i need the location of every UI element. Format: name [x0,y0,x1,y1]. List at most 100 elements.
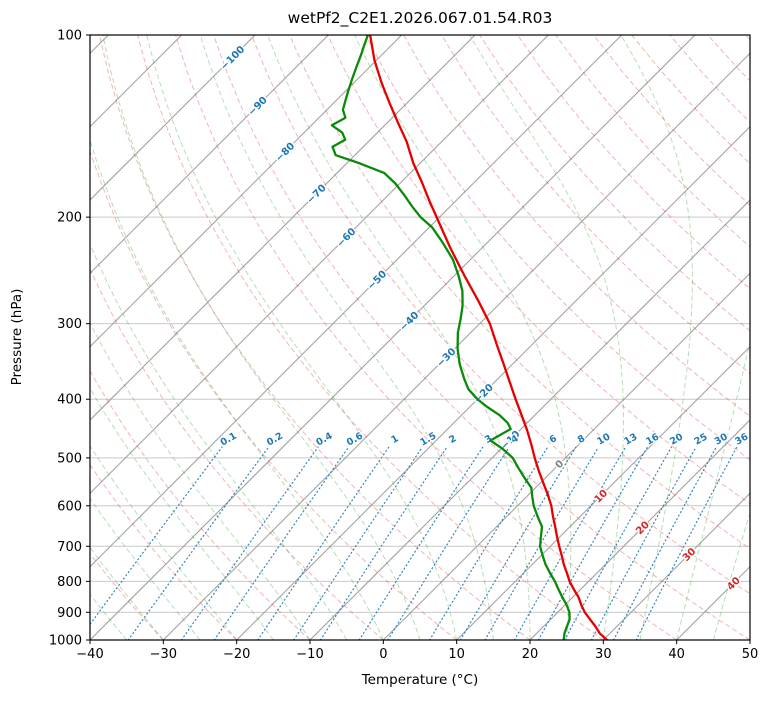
x-tick-label: −40 [76,647,103,662]
x-tick-label: 50 [742,647,759,662]
isotherm-label: 0 [554,458,567,471]
dry-adiabat-line [289,35,750,550]
moist-adiabat-line [90,138,384,640]
x-tick-label: 0 [379,647,387,662]
x-tick-label: 40 [668,647,685,662]
isotherm-line [749,639,750,640]
y-tick-label: 300 [57,317,82,332]
mixing-ratio-label: 25 [693,431,710,447]
mixing-ratio-line [213,446,350,640]
moist-adiabat-line [90,497,201,640]
mixing-ratio-line [564,446,672,640]
moist-adiabat-line [749,638,750,640]
moist-adiabat-line [469,35,624,640]
dewpoint-line [330,35,571,640]
moist-adiabat-line [712,510,750,640]
moist-adiabat-line [90,445,238,640]
isotherm-line [90,35,329,275]
mixing-ratio-line [293,446,423,640]
mixing-ratio-line [459,446,577,640]
mixing-ratio-line [590,446,697,640]
mixing-ratio-line [613,446,717,640]
isotherm-line [382,272,750,640]
dry-adiabat-line [90,369,311,640]
y-tick-label: 100 [57,29,82,44]
isotherm-line [90,35,696,640]
mixing-ratio-label: 2 [447,433,458,446]
moist-adiabat-line [90,387,274,640]
mixing-ratio-line [537,446,648,640]
y-tick-label: 700 [57,540,82,555]
mixing-ratio-line [387,446,510,640]
mixing-ratio-line [513,446,627,640]
mixing-ratio-label: 0.4 [314,430,334,448]
isotherm-label: 20 [634,519,652,537]
mixing-ratio-line [257,446,390,640]
mixing-ratio-label: 6 [548,433,560,446]
isotherm-label: −100 [219,44,247,72]
dry-adiabat-line [90,552,164,640]
moist-adiabat-line [267,35,531,640]
isotherm-line [90,35,623,568]
mixing-ratio-label: 20 [668,431,685,447]
dry-adiabat-line [441,35,750,374]
dry-adiabat-line [90,267,384,640]
dry-adiabat-line [251,35,750,595]
mixing-ratio-label: 0.2 [265,431,285,449]
mixing-ratio-line [358,446,484,640]
mixing-ratio-label: 1 [389,433,400,446]
dry-adiabat-line [90,463,238,640]
x-tick-label: −30 [150,647,177,662]
isotherm-line [309,199,750,640]
mixing-ratio-label: 8 [576,433,588,446]
moist-adiabat-line [199,35,494,640]
isotherm-line [90,35,256,201]
isotherm-label: −20 [472,382,496,406]
y-tick-label: 800 [57,575,82,590]
moist-adiabat-line [354,35,572,640]
mixing-ratio-line [429,446,549,640]
isotherm-line [456,345,750,640]
mixing-ratio-label: 0.6 [345,430,365,448]
mixing-ratio-label: 13 [622,431,639,447]
isotherm-label: 10 [593,488,611,506]
isotherm-line [90,35,476,421]
y-tick-label: 600 [57,499,82,514]
dry-adiabat-line [479,35,750,332]
isotherm-label: −50 [366,269,390,293]
mixing-ratio-line [180,446,319,640]
y-tick-label: 500 [57,451,82,466]
isotherm-label: −80 [274,141,298,165]
dry-adiabat-line [137,35,604,640]
x-axis-label: Temperature (°C) [361,672,479,688]
moist-adiabat-line [90,321,311,640]
mixing-ratio-line [484,446,599,640]
dry-adiabat-line [707,35,750,82]
dry-adiabat-line [517,35,750,290]
x-tick-label: 20 [522,647,539,662]
x-tick-label: −10 [296,647,323,662]
temperature-line [368,35,609,640]
isotherm-line [602,492,750,640]
moist-adiabat-line [90,242,348,640]
y-tick-label: 400 [57,393,82,408]
plot-frame [89,34,751,641]
isotherm-line [90,35,109,55]
y-tick-label: 200 [57,211,82,226]
chart-title: wetPf2_C2E1.2026.067.01.54.R03 [287,9,553,27]
isotherm-line [236,125,750,640]
y-tick-label: 1000 [49,634,82,649]
isotherm-label: −30 [435,346,459,370]
moist-adiabat-line [102,35,421,640]
dry-adiabat-line [175,35,677,640]
moist-adiabat-line [146,35,458,640]
isotherm-label: 40 [725,575,743,593]
isotherm-label: −90 [246,95,270,119]
isotherm-line [529,419,750,640]
mixing-ratio-line [127,446,270,640]
x-tick-label: 10 [448,647,465,662]
x-tick-label: 30 [595,647,612,662]
